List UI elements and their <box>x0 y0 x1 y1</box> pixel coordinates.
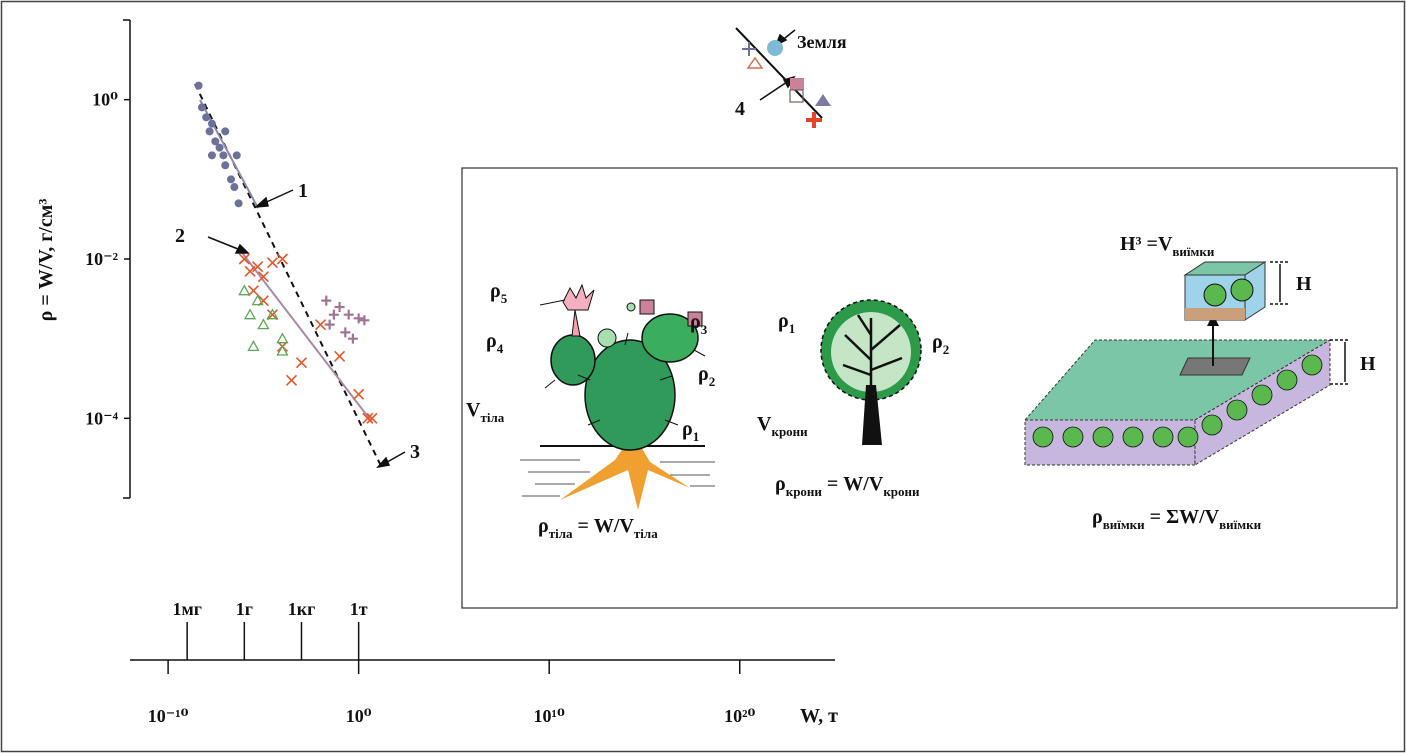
y-axis-label: ρ = W/V, г/см³ <box>35 199 57 322</box>
point <box>221 127 229 135</box>
label-text: = W/V <box>822 473 884 495</box>
subscript: 3 <box>701 322 708 337</box>
point <box>195 82 203 90</box>
label-text: H <box>1360 353 1376 375</box>
annotation: 4 <box>735 98 745 120</box>
point <box>221 161 229 169</box>
x-tick-label: 10⁻¹⁰ <box>148 706 189 726</box>
subscript: 2 <box>709 374 716 389</box>
subscript: тіла <box>549 526 573 541</box>
point <box>233 151 241 159</box>
label-text: V <box>466 399 481 421</box>
inset-label: H <box>1360 353 1376 375</box>
mass-tick-label: 1кг <box>288 599 316 619</box>
label-text: ρ <box>698 363 709 385</box>
point <box>227 175 235 183</box>
subscript: 5 <box>501 291 508 306</box>
inset-label: H <box>1296 273 1312 295</box>
subscript: крони <box>771 424 808 439</box>
subscript: 1 <box>693 429 700 444</box>
y-tick-label: 10⁻⁴ <box>85 408 119 428</box>
mass-tick-label: 1мг <box>172 599 201 619</box>
subscript: тіла <box>480 410 504 425</box>
point <box>216 144 224 152</box>
label-text: ρ <box>486 330 497 352</box>
annotation: 1 <box>298 180 308 202</box>
x-axis-label: W, т <box>800 705 838 727</box>
annotation: 2 <box>175 225 185 247</box>
label-text: ρ <box>490 280 501 302</box>
subscript: крони <box>786 484 823 499</box>
figure: 10⁰ 10⁻² 10⁻⁴ ρ = W/V, г/см³ 10⁻¹⁰ 10⁰ 10¹⁰ 10²… <box>0 0 1406 753</box>
label-text: = W/V <box>573 515 635 537</box>
point <box>206 127 214 135</box>
subscript: виїмки <box>1219 517 1261 532</box>
subscript: 2 <box>943 342 950 357</box>
point <box>198 103 206 111</box>
subscript: 4 <box>497 341 504 356</box>
annotation: 3 <box>410 441 420 463</box>
point <box>208 120 216 128</box>
y-tick-label: 10⁰ <box>92 90 118 110</box>
label-text: ρ <box>778 310 789 332</box>
x-tick-label: 10¹⁰ <box>534 706 565 726</box>
label-text: ρ <box>538 515 549 537</box>
x-tick-label: 10²⁰ <box>724 706 755 726</box>
subscript: виїмки <box>1172 244 1214 259</box>
label-text: ρ <box>1092 506 1103 528</box>
y-tick-label: 10⁻² <box>85 249 118 269</box>
point <box>202 113 210 121</box>
label-text: = ΣW/V <box>1145 506 1220 528</box>
subscript: 1 <box>789 321 796 336</box>
label-text: ρ <box>775 473 786 495</box>
label-text: ρ <box>932 331 943 353</box>
label-text: ρ <box>682 418 693 440</box>
label-text: V <box>757 413 772 435</box>
earth-label: Земля <box>797 32 847 52</box>
point <box>208 151 216 159</box>
label-text: H³ =V <box>1120 233 1173 255</box>
mass-tick-label: 1т <box>350 599 368 619</box>
label-text: H <box>1296 273 1312 295</box>
x-tick-label: 10⁰ <box>346 706 372 726</box>
subscript: тіла <box>634 526 658 541</box>
subscript: крони <box>883 484 920 499</box>
mass-tick-label: 1г <box>236 599 253 619</box>
point <box>230 183 238 191</box>
point <box>219 151 227 159</box>
label-text: ρ <box>690 311 701 333</box>
point <box>235 199 243 207</box>
subscript: виїмки <box>1103 517 1145 532</box>
